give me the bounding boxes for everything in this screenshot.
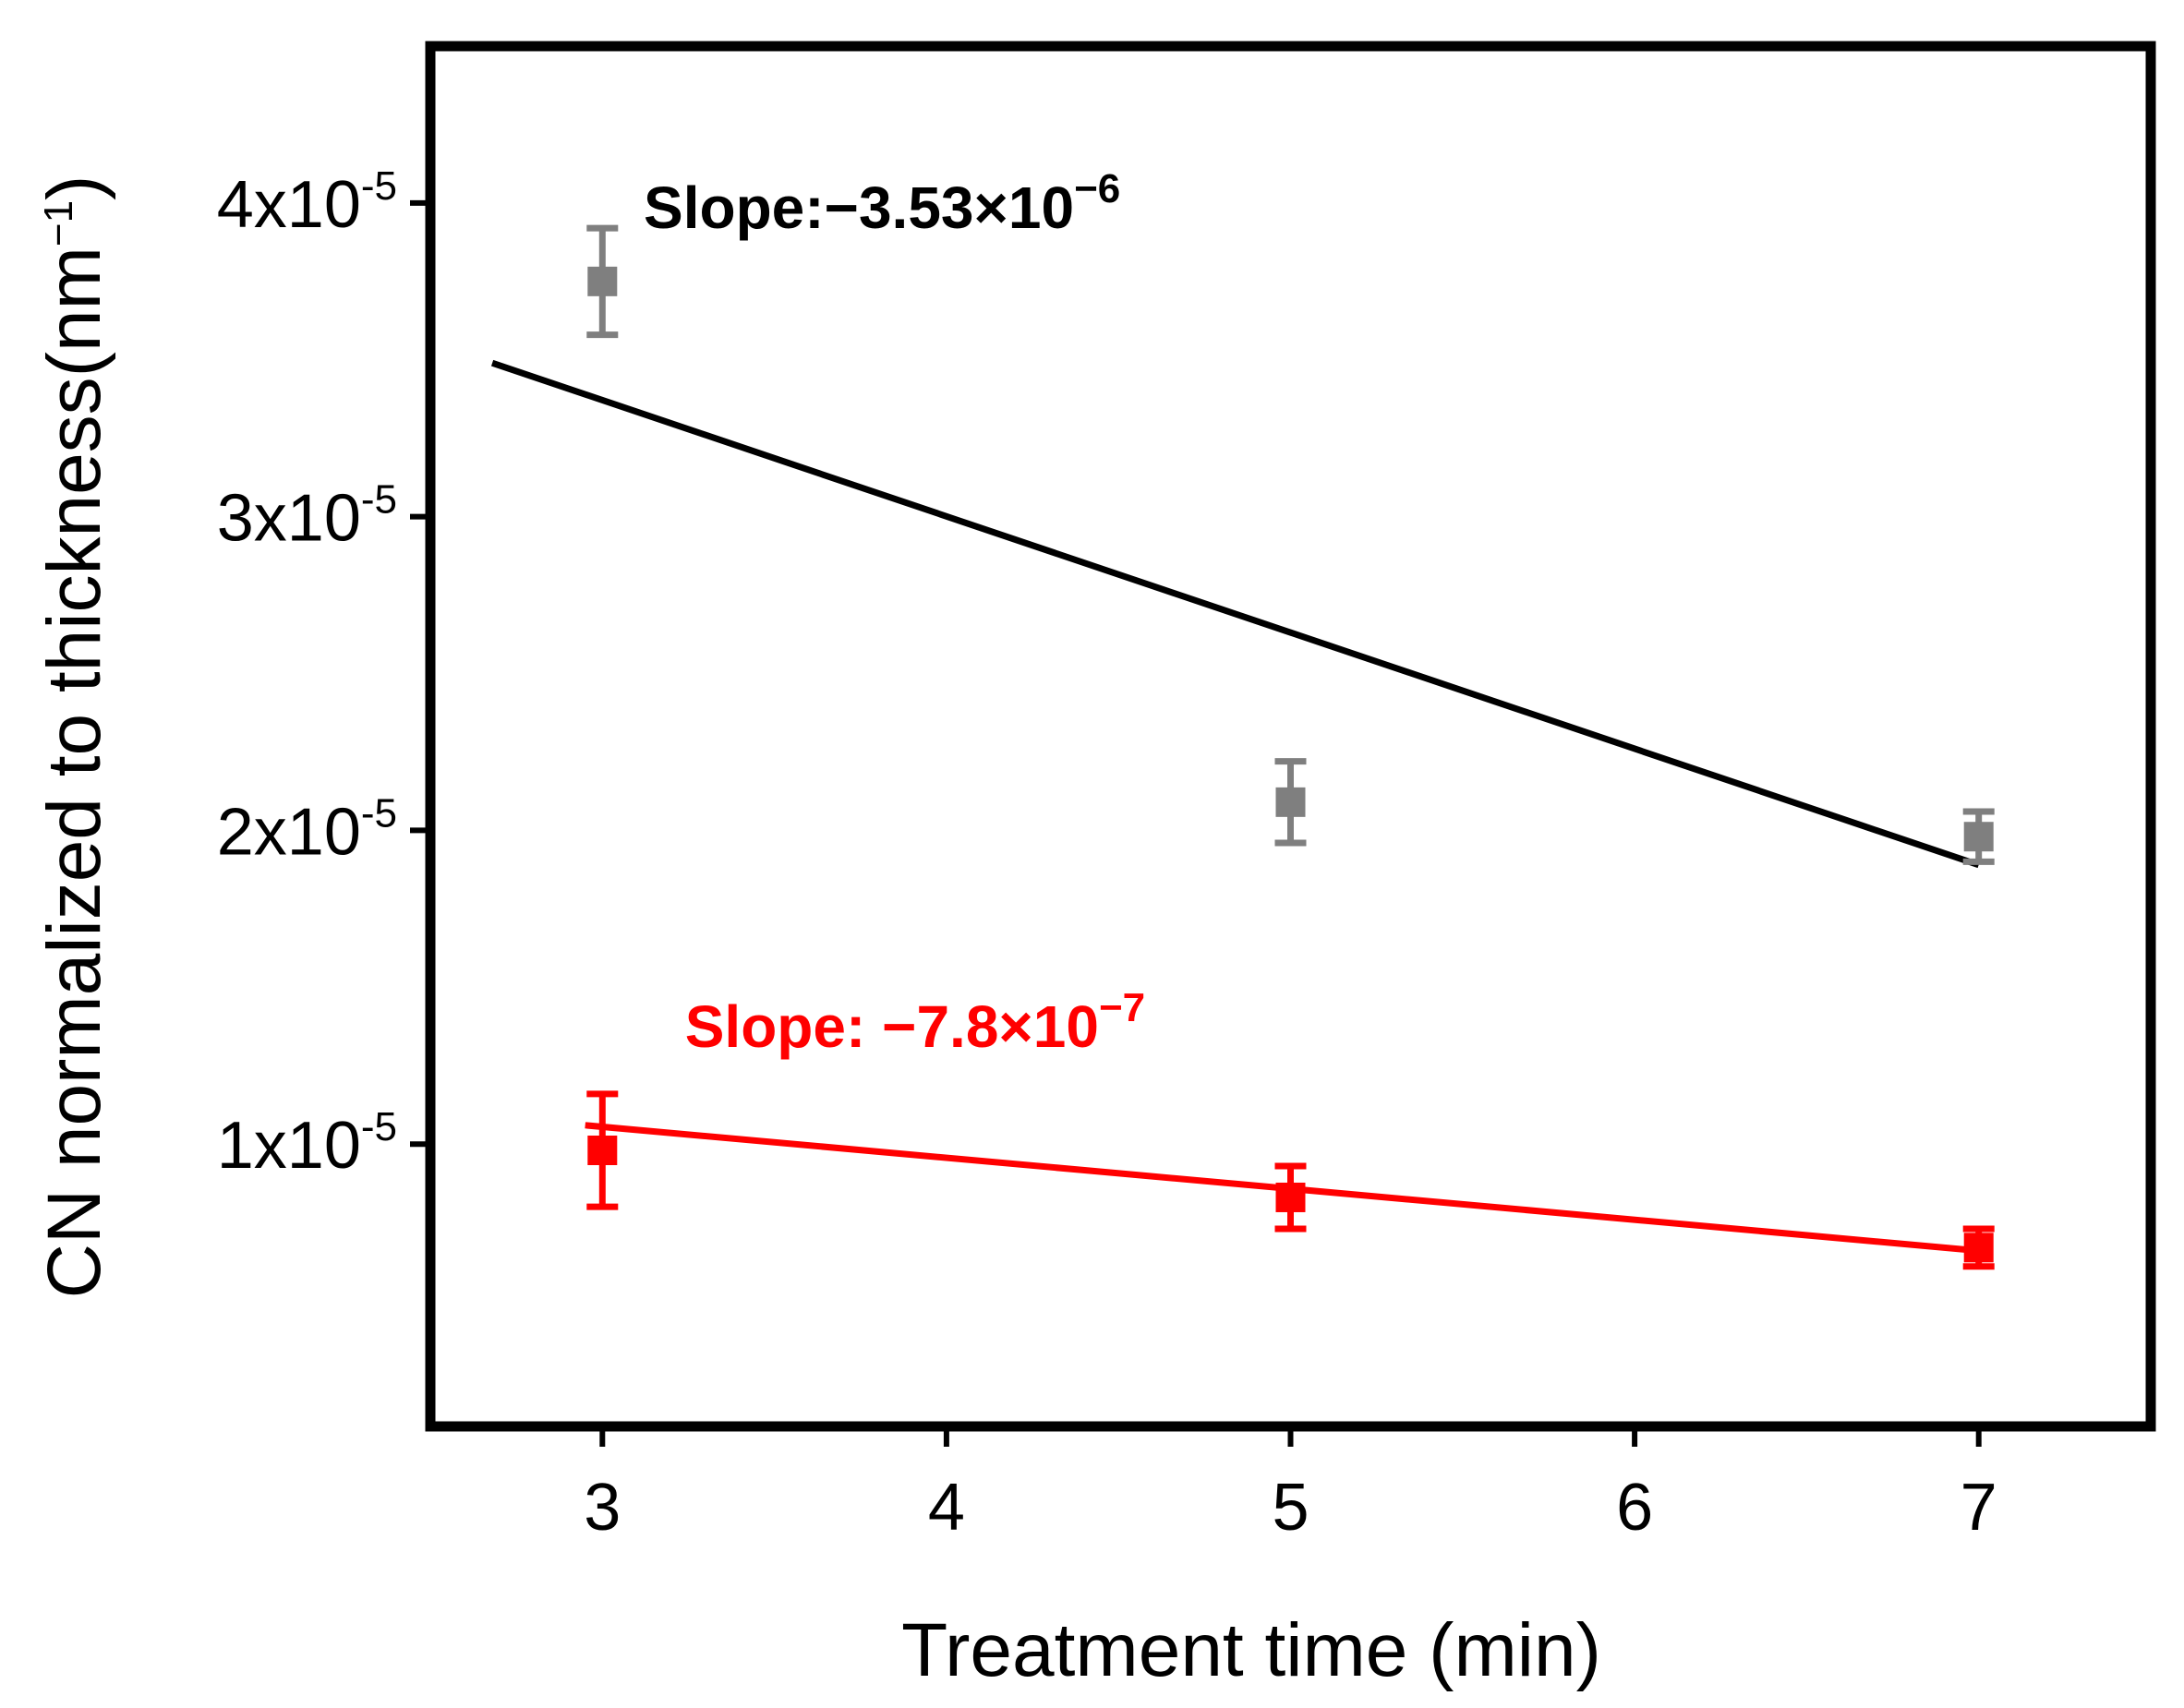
slope-annotation-text: Slope:−3.53×10: [644, 174, 1074, 241]
y-tick-mantissa: 1x10: [217, 1109, 361, 1183]
slope-annotation-text: Slope: −7.8×10: [685, 993, 1099, 1060]
x-tick-label: 4: [928, 1471, 965, 1545]
y-tick-exponent: -5: [361, 477, 397, 523]
y-axis-title-sup: −1: [36, 200, 81, 247]
y-tick-label: 4x10-5: [217, 163, 397, 242]
x-tick-label: 3: [584, 1471, 621, 1545]
y-tick-exponent: -5: [361, 790, 397, 836]
x-tick-label: 6: [1616, 1471, 1653, 1545]
x-tick-label: 7: [1961, 1471, 1997, 1545]
y-tick-exponent: -5: [361, 163, 397, 209]
data-point-red: [587, 1136, 618, 1165]
y-tick-label: 3x10-5: [217, 477, 397, 556]
plot-area: Slope:−3.53×10−6 Slope: −7.8×10−7: [490, 166, 1995, 1270]
slope-annotation-red: Slope: −7.8×10−7: [685, 985, 1145, 1060]
y-tick-mantissa: 3x10: [217, 482, 361, 556]
data-point-red: [1963, 1233, 1994, 1263]
slope-annotation-exponent: −7: [1099, 985, 1145, 1030]
data-point-gray: [1963, 822, 1994, 852]
x-axis-title: Treatment time (min): [901, 1608, 1601, 1692]
y-tick-mantissa: 2x10: [217, 795, 361, 869]
data-point-gray: [587, 266, 618, 296]
fit-line-gray: [490, 359, 1980, 869]
y-tick-exponent: -5: [361, 1104, 397, 1149]
data-point-gray: [1275, 787, 1306, 817]
slope-annotation-gray: Slope:−3.53×10−6: [644, 166, 1120, 241]
x-tick-label: 5: [1272, 1471, 1309, 1545]
y-tick-label: 1x10-5: [217, 1104, 397, 1183]
y-axis-title: CN normalized to thickness(nm−1): [32, 175, 116, 1299]
y-tick-mantissa: 4x10: [217, 168, 361, 242]
y-axis-title-close: ): [32, 175, 116, 200]
y-tick-label: 2x10-5: [217, 790, 397, 869]
y-axis-title-main: CN normalized to thickness(nm: [32, 247, 116, 1298]
data-point-red: [1275, 1182, 1306, 1212]
slope-annotation-exponent: −6: [1074, 166, 1120, 211]
